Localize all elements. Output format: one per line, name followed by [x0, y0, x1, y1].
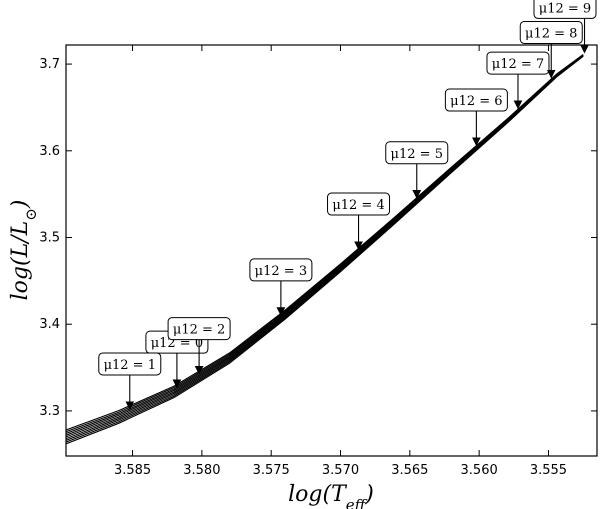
annotation-box	[519, 20, 583, 44]
annotation-box	[249, 258, 313, 282]
track-line	[66, 54, 584, 438]
annotation-label: μ12 = 9	[539, 1, 591, 16]
annotation-3: μ12 = 3	[249, 258, 313, 317]
annotation-box	[98, 352, 162, 376]
annotation-box	[385, 141, 449, 165]
annotation-6: μ12 = 6	[444, 88, 508, 147]
y-axis-label: log(L/L⊙)	[8, 200, 40, 301]
annotation-box	[327, 192, 391, 216]
y-tick-label: 3.4	[39, 317, 60, 332]
annotation-box	[444, 88, 508, 112]
x-tick-label: 3.575	[253, 463, 290, 478]
annotation-5: μ12 = 5	[385, 141, 449, 199]
track-line	[66, 55, 584, 440]
annotation-label: μ12 = 3	[255, 264, 307, 279]
annotation-label: μ12 = 6	[450, 94, 502, 109]
track-line	[66, 54, 584, 434]
x-tick-label: 3.560	[461, 463, 498, 478]
annotation-9: μ12 = 9	[533, 0, 597, 54]
annotation-label: μ12 = 8	[525, 26, 577, 41]
x-tick-label: 3.580	[183, 463, 220, 478]
annotation-8: μ12 = 8	[519, 20, 583, 79]
x-tick-label: 3.585	[114, 463, 151, 478]
evolutionary-tracks	[66, 54, 584, 445]
annotation-label: μ12 = 5	[391, 147, 443, 162]
x-tick-label: 3.570	[322, 463, 359, 478]
x-axis-label: log(Teff)	[288, 482, 374, 509]
annotation-label: μ12 = 1	[104, 358, 156, 373]
annotation-box	[533, 0, 597, 19]
annotation-box	[167, 317, 231, 341]
y-tick-label: 3.5	[39, 230, 60, 245]
y-axis-ticks: 3.3 3.4 3.5 3.6 3.7	[39, 57, 597, 419]
track-line	[66, 55, 584, 443]
y-tick-label: 3.6	[39, 144, 60, 159]
x-axis-ticks: 3.585 3.580 3.575 3.570 3.565 3.560 3.555	[114, 45, 567, 478]
y-tick-label: 3.7	[39, 57, 60, 72]
x-tick-label: 3.555	[530, 463, 567, 478]
annotation-7: μ12 = 7	[486, 51, 550, 110]
annotation-4: μ12 = 4	[327, 192, 391, 251]
annotation-label: μ12 = 2	[173, 323, 225, 338]
track-line	[66, 55, 584, 445]
y-tick-label: 3.3	[39, 404, 60, 419]
track-line	[66, 54, 584, 431]
x-tick-label: 3.565	[391, 463, 428, 478]
track-line	[66, 55, 584, 441]
annotation-1: μ12 = 1	[98, 352, 162, 411]
annotation-box	[486, 51, 550, 75]
plot-frame	[65, 44, 598, 457]
track-line	[66, 54, 584, 436]
annotation-label: μ12 = 7	[492, 57, 544, 72]
annotation-label: μ12 = 4	[332, 198, 384, 213]
annotation-2: μ12 = 2	[167, 317, 231, 375]
